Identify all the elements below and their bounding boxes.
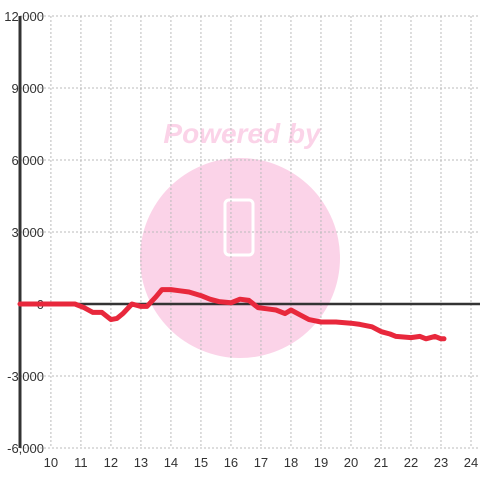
x-tick-label: 13 <box>134 455 148 470</box>
x-tick-label: 15 <box>194 455 208 470</box>
x-tick-label: 11 <box>74 455 88 470</box>
x-tick-label: 20 <box>344 455 358 470</box>
data-line <box>17 287 447 342</box>
x-tick-label: 23 <box>434 455 448 470</box>
y-tick-label: -6,000 <box>7 441 44 456</box>
y-tick-label: 3,000 <box>11 225 44 240</box>
watermark-icon <box>223 198 255 257</box>
x-tick-label: 18 <box>284 455 298 470</box>
x-tick-label: 22 <box>404 455 418 470</box>
x-tick-label: 12 <box>104 455 118 470</box>
y-tick-label: 12,000 <box>4 9 44 24</box>
y-tick-label: 6,000 <box>11 153 44 168</box>
x-tick-label: 24 <box>464 455 478 470</box>
x-tick-label: 17 <box>254 455 268 470</box>
watermark-text: Powered by <box>163 118 322 149</box>
x-tick-label: 21 <box>374 455 388 470</box>
y-tick-label: -3,000 <box>7 369 44 384</box>
x-tick-label: 10 <box>44 455 58 470</box>
x-tick-label: 14 <box>164 455 178 470</box>
y-tick-label: 9,000 <box>11 81 44 96</box>
x-tick-label: 19 <box>314 455 328 470</box>
watermark-logo <box>140 158 340 358</box>
x-tick-label: 16 <box>224 455 238 470</box>
